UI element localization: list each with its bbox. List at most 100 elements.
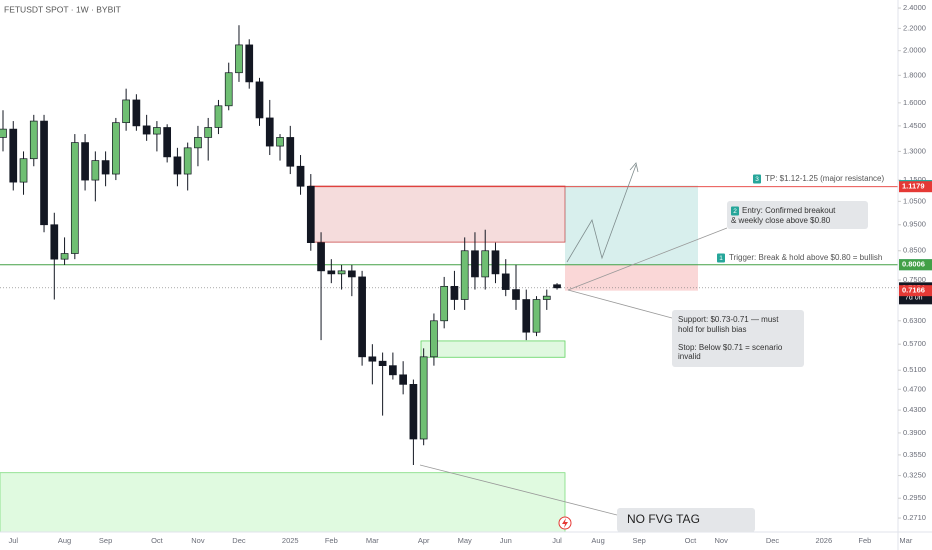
x-tick-label: Nov (191, 536, 205, 545)
candle-body (409, 384, 418, 440)
candle-body (522, 299, 531, 333)
stop-area (565, 264, 698, 291)
x-tick-label: Mar (366, 536, 379, 545)
candle-body (430, 320, 438, 358)
y-tick-label: 2.4000 (903, 3, 926, 12)
candle-body (132, 99, 141, 127)
candle-body (378, 360, 387, 367)
x-tick-label: Sep (99, 536, 112, 545)
entry-text: Entry: Confirmed breakout (742, 206, 836, 215)
y-tick-label: 0.4700 (903, 384, 926, 393)
candle-body (101, 160, 110, 175)
y-tick-label: 0.3550 (903, 450, 926, 459)
step-badge (753, 174, 761, 184)
price-tag-label: 0.8006 (902, 260, 925, 269)
x-tick-label: Jun (500, 536, 512, 545)
candle-body (471, 250, 479, 278)
candle-body (19, 158, 28, 183)
candle-body (450, 285, 459, 300)
candle-body (112, 122, 120, 175)
y-tick-label: 1.8000 (903, 70, 926, 79)
candle-body (286, 137, 295, 167)
candle-body (204, 127, 213, 138)
tp-text: TP: $1.12-1.25 (major resistance) (765, 174, 884, 183)
candle-body (358, 276, 366, 358)
y-tick-label: 0.5700 (903, 339, 926, 348)
candle-body (389, 365, 397, 376)
candle-body (224, 72, 233, 107)
x-tick-label: Apr (418, 536, 430, 545)
candle-body (542, 295, 551, 300)
candle-body (347, 270, 356, 278)
candle-body (327, 270, 336, 275)
x-tick-label: May (458, 536, 472, 545)
chart-title: FETUSDT SPOT · 1W · BYBIT (4, 4, 121, 14)
y-tick-label: 1.0500 (903, 196, 926, 205)
x-tick-label: Sep (632, 536, 645, 545)
support-text: hold for bullish bias (678, 325, 746, 334)
candle-body (399, 374, 407, 385)
price-tag-label: 0.7166 (902, 286, 925, 295)
stop-text: invalid (678, 352, 701, 361)
candle-body (235, 44, 243, 74)
stop-text: Stop: Below $0.71 = scenario (678, 343, 783, 352)
y-tick-label: 0.6300 (903, 316, 926, 325)
step-badge (731, 206, 739, 216)
y-tick-label: 0.9500 (903, 220, 926, 229)
y-tick-label: 0.2710 (903, 513, 926, 522)
x-tick-label: Nov (715, 536, 729, 545)
candle-body (296, 165, 305, 187)
x-tick-label: Feb (325, 536, 338, 545)
y-tick-label: 2.2000 (903, 23, 926, 32)
trigger-text: Trigger: Break & hold above $0.80 = bull… (729, 253, 882, 262)
step-number: 2 (733, 208, 737, 215)
candle-body (501, 273, 510, 290)
candle-body (512, 289, 520, 300)
step-badge (717, 253, 725, 263)
candle-body (368, 356, 377, 362)
price-tag (899, 259, 932, 271)
candle-body (460, 250, 469, 300)
candle-body (255, 81, 264, 119)
candle-body (194, 137, 202, 149)
connector (567, 289, 673, 319)
countdown: 7d 0h (905, 295, 923, 302)
candle-body (0, 128, 7, 138)
target-area (565, 185, 698, 265)
price-tag-label: 1.1179 (902, 182, 925, 191)
y-tick-label: 0.3250 (903, 471, 926, 480)
step-number: 1 (719, 255, 723, 262)
x-tick-label: Aug (591, 536, 604, 545)
candle-body (214, 105, 223, 128)
fvg-text: NO FVG TAG (627, 512, 700, 526)
candle-body (276, 137, 284, 147)
candle-body (40, 120, 48, 226)
candle-body (29, 120, 38, 160)
y-tick-label: 0.4300 (903, 405, 926, 414)
price-tag (899, 285, 932, 297)
candle-body (81, 142, 89, 181)
connector (567, 227, 728, 291)
projection-arrowhead (629, 162, 639, 173)
connector (419, 464, 618, 516)
alert-bolt (562, 518, 568, 528)
x-tick-label: Oct (685, 536, 698, 545)
candle-body (317, 242, 325, 272)
candle-body (122, 99, 130, 124)
y-tick-label: 0.2950 (903, 493, 926, 502)
y-tick-label: 1.6000 (903, 98, 926, 107)
candle-body (265, 117, 274, 147)
support-text: Support: $0.73-0.71 — must (678, 315, 779, 324)
y-tick-label: 1.4500 (903, 121, 926, 130)
candle-body (306, 185, 315, 243)
x-tick-label: Dec (232, 536, 246, 545)
candle-body (337, 270, 346, 275)
candle-body (419, 356, 428, 440)
support-box (672, 310, 804, 367)
candle-body (532, 299, 541, 333)
candle-body (60, 253, 69, 260)
resistance-zone (308, 185, 566, 243)
candle-body (183, 147, 192, 175)
entry-box (727, 201, 868, 229)
entry-text: & weekly close above $0.80 (731, 216, 831, 225)
